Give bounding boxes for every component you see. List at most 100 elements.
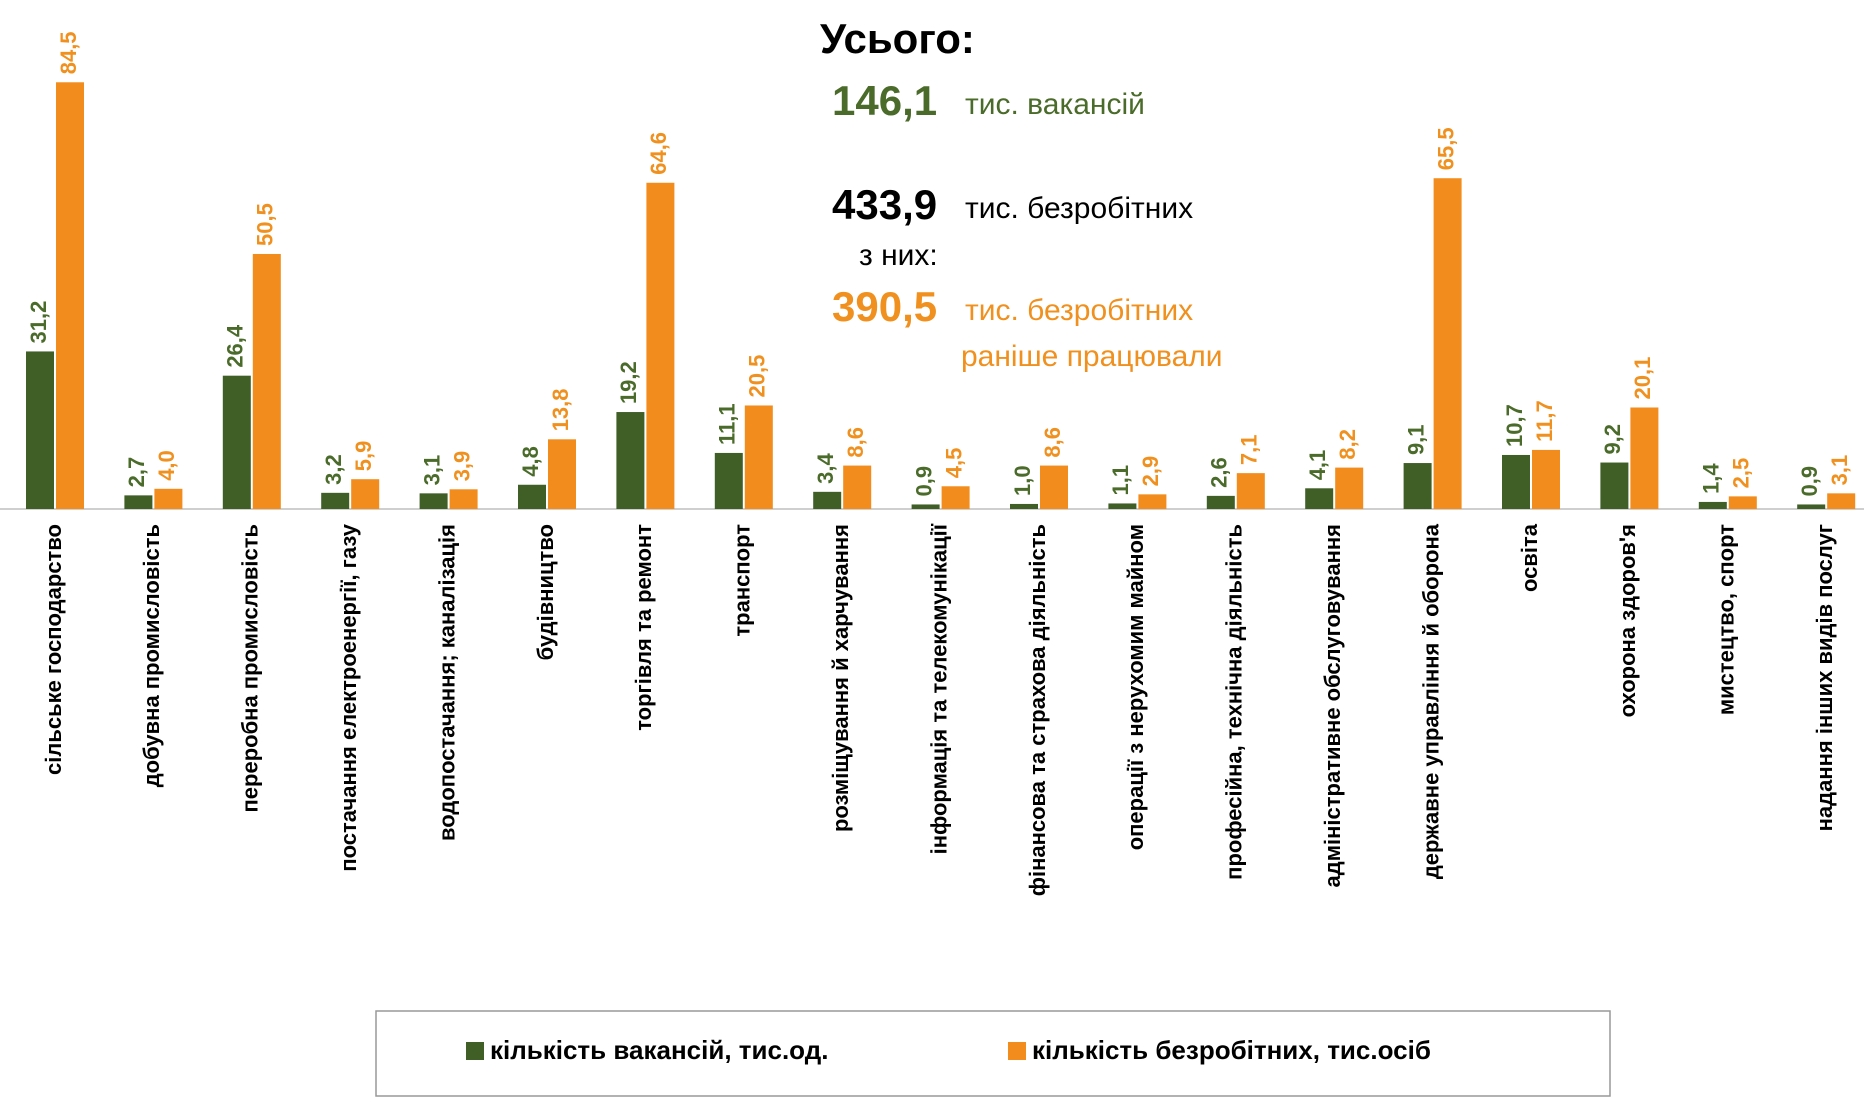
data-label: 19,2 [616,361,641,404]
data-label: 20,1 [1630,357,1655,400]
data-label: 3,9 [449,451,474,482]
x-tick-label: розміщування й харчування [828,524,853,832]
bar [1797,504,1826,509]
data-label: 8,6 [843,427,868,458]
bar [419,493,448,509]
worked-text: тис. безробітних [965,294,1193,327]
bar [321,492,350,509]
bar [26,351,54,509]
x-tick-label: переробна промисловість [238,524,263,813]
bar [1600,462,1629,509]
data-label: 65,5 [1433,127,1458,170]
legend-swatch [1008,1042,1026,1060]
bar [56,82,84,510]
x-tick-label: інформація та телекомунікації [926,523,951,854]
bar [714,452,743,509]
x-tick-label: водопостачання; каналізація [434,524,459,841]
bar [252,253,281,509]
x-tick-label: адміністративне обслуговування [1320,524,1345,887]
vacancies-text: тис. вакансій [965,88,1145,121]
data-label: 3,1 [419,455,444,486]
x-tick-label: державне управління й оборона [1418,523,1443,879]
bar [1138,494,1167,509]
data-label: 26,4 [223,324,248,368]
data-label: 50,5 [253,203,278,246]
legend-label: кількість вакансій, тис.од. [490,1035,828,1065]
bar [646,182,675,509]
bar [124,495,153,509]
data-label: 0,9 [911,466,936,497]
data-label: 7,1 [1237,435,1262,466]
data-label: 4,8 [518,446,543,477]
bar [911,504,940,509]
summary-title: Усього: [820,15,975,62]
x-tick-label: фінансова та страхова діяльність [1025,524,1050,896]
data-label: 3,2 [321,454,346,485]
bar [1502,454,1530,509]
data-label: 4,1 [1305,450,1330,481]
x-tick-label: торгівля та ремонт [631,524,656,731]
x-tick-label: постачання електроенергії, газу [336,523,361,871]
bar [1108,503,1137,509]
bar [222,375,251,509]
worked-total: 390,5 [832,283,937,330]
bar [1698,501,1727,509]
data-label: 64,6 [646,132,671,175]
bar [1827,493,1856,509]
data-label: 13,8 [548,388,573,431]
data-label: 2,6 [1207,457,1232,488]
data-label: 11,7 [1532,400,1557,442]
data-label: 3,4 [813,452,838,483]
data-label: 1,1 [1108,465,1133,496]
legend-swatch [466,1042,484,1060]
bar [1403,463,1432,509]
of-them: з них: [859,239,938,272]
unemployed-text: тис. безробітних [965,192,1193,225]
bar [1010,503,1038,509]
legend-label: кількість безробітних, тис.осіб [1032,1035,1431,1065]
data-label: 0,9 [1797,466,1822,497]
bar [1335,467,1364,509]
x-tick-label: професійна, технічна діяльність [1222,524,1247,880]
data-label: 31,2 [26,301,51,344]
data-label: 20,5 [745,355,770,398]
bar [1433,178,1462,509]
bar [449,489,478,509]
data-label: 2,7 [124,457,149,488]
legend-box [375,1010,1611,1097]
data-label: 2,5 [1729,458,1754,489]
x-tick-label: сільське господарство [41,524,66,775]
data-label: 9,1 [1403,424,1428,455]
bar [351,479,380,509]
data-label: 4,0 [154,450,179,481]
bar [1728,496,1757,509]
x-tick-label: мистецтво, спорт [1714,524,1739,715]
x-tick-label: надання інших видів послуг [1812,524,1837,831]
bar [813,491,842,509]
bar [1236,473,1265,509]
bar [1630,407,1659,509]
bar [616,412,645,509]
data-label: 9,2 [1600,424,1625,455]
bar [1040,465,1068,509]
bar [843,465,872,509]
vacancies-total: 146,1 [832,77,937,124]
x-tick-label: транспорт [730,524,755,637]
x-tick-label: операції з нерухомим майном [1123,524,1148,850]
data-label: 5,9 [351,441,376,472]
x-tick-label: охорона здоров'я [1615,524,1640,717]
unemployed-total: 433,9 [832,181,937,228]
data-label: 11,1 [715,403,740,445]
bar [154,488,183,509]
bar [744,405,773,509]
x-tick-label: освіта [1517,523,1542,592]
data-label: 84,5 [56,31,81,74]
data-label: 1,0 [1010,465,1035,496]
data-label: 8,2 [1335,429,1360,460]
worked-text: раніше працювали [961,340,1223,373]
bar [941,486,970,509]
bar [1305,488,1334,509]
bar [548,439,576,509]
x-tick-label: будівництво [533,524,558,660]
